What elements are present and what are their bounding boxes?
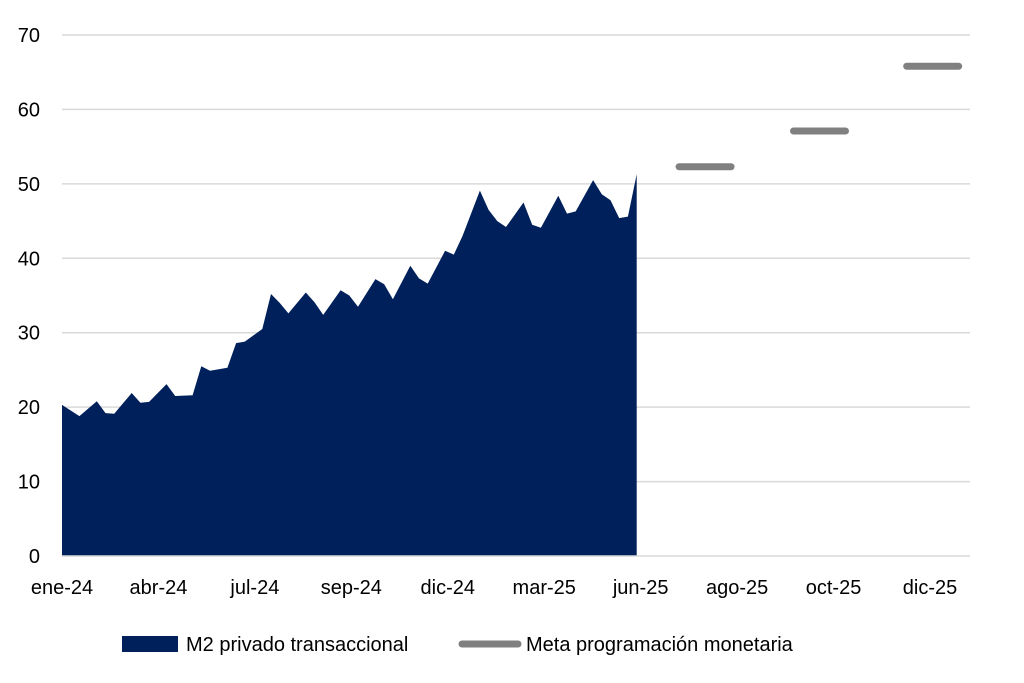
legend-swatch-area [122, 636, 178, 652]
legend-label-target: Meta programación monetaria [526, 634, 794, 656]
x-tick-label: dic-24 [421, 577, 475, 599]
x-tick-label: mar-25 [513, 577, 576, 599]
y-tick-labels: 0 10 20 30 40 50 60 70 [18, 25, 40, 568]
legend-label-area: M2 privado transaccional [186, 634, 408, 656]
x-tick-labels: ene-24 abr-24 jul-24 sep-24 dic-24 mar-25 jun-… [31, 577, 957, 599]
x-tick-label: jun-25 [612, 577, 669, 599]
y-tick-label: 20 [18, 397, 40, 419]
y-tick-label: 70 [18, 25, 40, 47]
x-tick-label: sep-24 [321, 577, 382, 599]
x-tick-label: ago-25 [706, 577, 768, 599]
y-tick-label: 10 [18, 472, 40, 494]
x-tick-label: abr-24 [130, 577, 188, 599]
y-tick-label: 50 [18, 174, 40, 196]
target-series [675, 62, 963, 171]
y-tick-label: 30 [18, 323, 40, 345]
area-series [62, 174, 637, 556]
y-tick-label: 40 [18, 248, 40, 270]
y-tick-label: 60 [18, 99, 40, 121]
area-path-m2 [62, 174, 637, 556]
x-tick-label: dic-25 [903, 577, 957, 599]
x-tick-label: oct-25 [806, 577, 862, 599]
x-tick-label: jul-24 [229, 577, 279, 599]
legend: M2 privado transaccional Meta programaci… [122, 634, 794, 656]
x-tick-label: ene-24 [31, 577, 93, 599]
y-tick-label: 0 [29, 546, 40, 568]
